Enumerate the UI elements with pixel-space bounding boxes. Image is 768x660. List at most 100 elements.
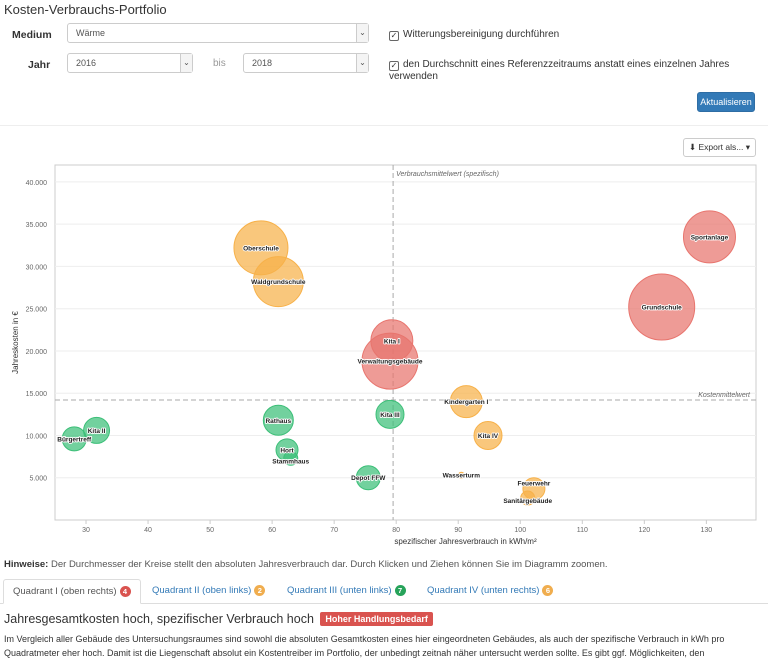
bubble-label: Wasserturm: [443, 473, 481, 480]
y-tick-label: 25.000: [26, 307, 48, 314]
y-reference-label: Kostenmittelwert: [698, 392, 751, 399]
hint-bold: Hinweise:: [4, 559, 49, 570]
tab-label: Quadrant III (unten links): [287, 585, 392, 596]
x-tick-label: 130: [701, 527, 713, 534]
data-bubble[interactable]: [370, 319, 414, 363]
x-tick-label: 60: [268, 527, 276, 534]
jahr-label: Jahr: [28, 59, 51, 71]
bubble-label: Stammhaus: [272, 458, 309, 465]
bubble-label: Bürgertreff: [57, 436, 92, 443]
year-from-value: 2016: [76, 58, 97, 68]
y-tick-label: 35.000: [26, 222, 48, 229]
data-bubble[interactable]: [520, 490, 536, 506]
x-reference-label: Verbrauchsmittelwert (spezifisch): [396, 171, 499, 178]
data-bubble[interactable]: [375, 399, 405, 429]
y-tick-label: 5.000: [29, 476, 47, 483]
chart-axes: 5.000 10.000 15.000 20.000 25.000 30.000 35.00…: [11, 180, 712, 546]
data-bubble[interactable]: [355, 465, 381, 491]
section-title: Jahresgesamtkosten hoch, spezifischer Ve…: [4, 612, 433, 626]
tab-quadrant-4[interactable]: Quadrant IV (unten rechts) 6: [418, 579, 562, 604]
hint-body: Der Durchmesser der Kreise stellt den ab…: [48, 559, 608, 570]
export-label: Export als...: [698, 142, 744, 152]
bubble-label: Waldgrundschule: [251, 279, 306, 286]
y-axis-label: Jahreskosten in €: [11, 311, 20, 374]
x-tick-label: 90: [454, 527, 462, 534]
reference-period-label: den Durchschnitt eines Referenzzeitraums…: [389, 59, 730, 82]
data-bubble[interactable]: [449, 385, 483, 419]
bubble-label: Depot FFW: [351, 475, 386, 482]
tab-quadrant-2[interactable]: Quadrant II (oben links) 2: [143, 579, 274, 604]
medium-label: Medium: [12, 29, 52, 41]
x-tick-label: 50: [206, 527, 214, 534]
tab-label: Quadrant IV (unten rechts): [427, 585, 540, 596]
x-tick-label: 70: [330, 527, 338, 534]
data-bubble[interactable]: [83, 416, 111, 444]
status-badge: Hoher Handlungsbedarf: [320, 612, 433, 626]
bubble-label: Kita II: [88, 428, 106, 435]
tab-quadrant-1[interactable]: Quadrant I (oben rechts) 4: [3, 579, 141, 604]
medium-value: Wärme: [76, 28, 105, 38]
data-bubble[interactable]: [473, 420, 503, 450]
weather-correction-label: Witterungsbereinigung durchführen: [403, 29, 560, 40]
data-bubble[interactable]: [283, 450, 299, 466]
tab-quadrant-3[interactable]: Quadrant III (unten links) 7: [278, 579, 415, 604]
y-tick-label: 20.000: [26, 349, 48, 356]
data-bubble[interactable]: [628, 273, 696, 341]
section-paragraph: Im Vergleich aller Gebäude des Untersuch…: [4, 634, 725, 658]
y-tick-label: 10.000: [26, 433, 48, 440]
divider: [0, 125, 768, 126]
tabs-divider: [0, 603, 768, 604]
y-tick-label: 30.000: [26, 264, 48, 271]
data-bubble[interactable]: [61, 426, 87, 452]
download-icon: ⬇: [688, 142, 697, 152]
bubble-label: Rathaus: [265, 418, 291, 425]
year-to-select[interactable]: 2018 ⌄: [243, 53, 369, 73]
x-tick-label: 120: [638, 527, 650, 534]
update-button[interactable]: Aktualisieren: [697, 92, 755, 112]
bubble-label: Kindergarten I: [444, 399, 488, 406]
bubble-label: Oberschule: [243, 245, 279, 252]
chart-bubbles[interactable]: [61, 210, 736, 506]
y-tick-label: 15.000: [26, 391, 48, 398]
data-bubble[interactable]: [457, 471, 465, 479]
x-tick-label: 30: [82, 527, 90, 534]
caret-down-icon: ▾: [745, 142, 751, 152]
bubble-label: Grundschule: [642, 305, 682, 312]
count-badge: 7: [394, 585, 406, 596]
tab-label: Quadrant I (oben rechts): [13, 586, 117, 597]
count-badge: 4: [119, 586, 131, 597]
chevron-down-icon: ⌄: [356, 24, 368, 42]
bubble-label: Kita III: [380, 412, 400, 419]
checkmark-icon: ✓: [389, 61, 399, 71]
tab-label: Quadrant II (oben links): [152, 585, 252, 596]
reference-period-checkbox[interactable]: ✓ den Durchschnitt eines Referenzzeitraum…: [389, 59, 768, 82]
year-to-value: 2018: [252, 58, 273, 68]
year-from-select[interactable]: 2016 ⌄: [67, 53, 193, 73]
x-tick-label: 40: [144, 527, 152, 534]
bubble-label: Feuerwehr: [517, 481, 550, 488]
count-badge: 2: [254, 585, 266, 596]
bis-label: bis: [213, 58, 226, 69]
data-bubble[interactable]: [682, 210, 736, 264]
data-bubble[interactable]: [262, 404, 294, 436]
bubble-label: Verwaltungsgebäude: [357, 359, 422, 366]
x-tick-label: 100: [514, 527, 526, 534]
bubble-label: Kita IV: [478, 433, 499, 440]
checkmark-icon: ✓: [389, 31, 399, 41]
hint-text: Hinweise: Der Durchmesser der Kreise ste…: [4, 559, 608, 570]
medium-select[interactable]: Wärme ⌄: [67, 23, 369, 43]
x-tick-label: 110: [577, 527, 588, 534]
section-title-text: Jahresgesamtkosten hoch, spezifischer Ve…: [4, 612, 314, 626]
bubble-chart[interactable]: Verbrauchsmittelwert (spezifisch) Kostenm…: [0, 163, 768, 553]
data-bubble[interactable]: [252, 256, 304, 308]
weather-correction-checkbox[interactable]: ✓ Witterungsbereinigung durchführen: [389, 29, 559, 41]
x-tick-label: 80: [392, 527, 400, 534]
bubble-label: Sanitärgebäude: [503, 498, 552, 505]
page-title: Kosten-Verbrauchs-Portfolio: [4, 2, 167, 17]
chart-grid: [54, 164, 757, 524]
bubble-label: Sportanlage: [691, 234, 729, 241]
export-button[interactable]: ⬇ Export als... ▾: [683, 138, 756, 157]
x-axis-label: spezifischer Jahresverbrauch in kWh/m²: [394, 537, 537, 546]
chevron-down-icon: ⌄: [180, 54, 192, 72]
chevron-down-icon: ⌄: [356, 54, 368, 72]
